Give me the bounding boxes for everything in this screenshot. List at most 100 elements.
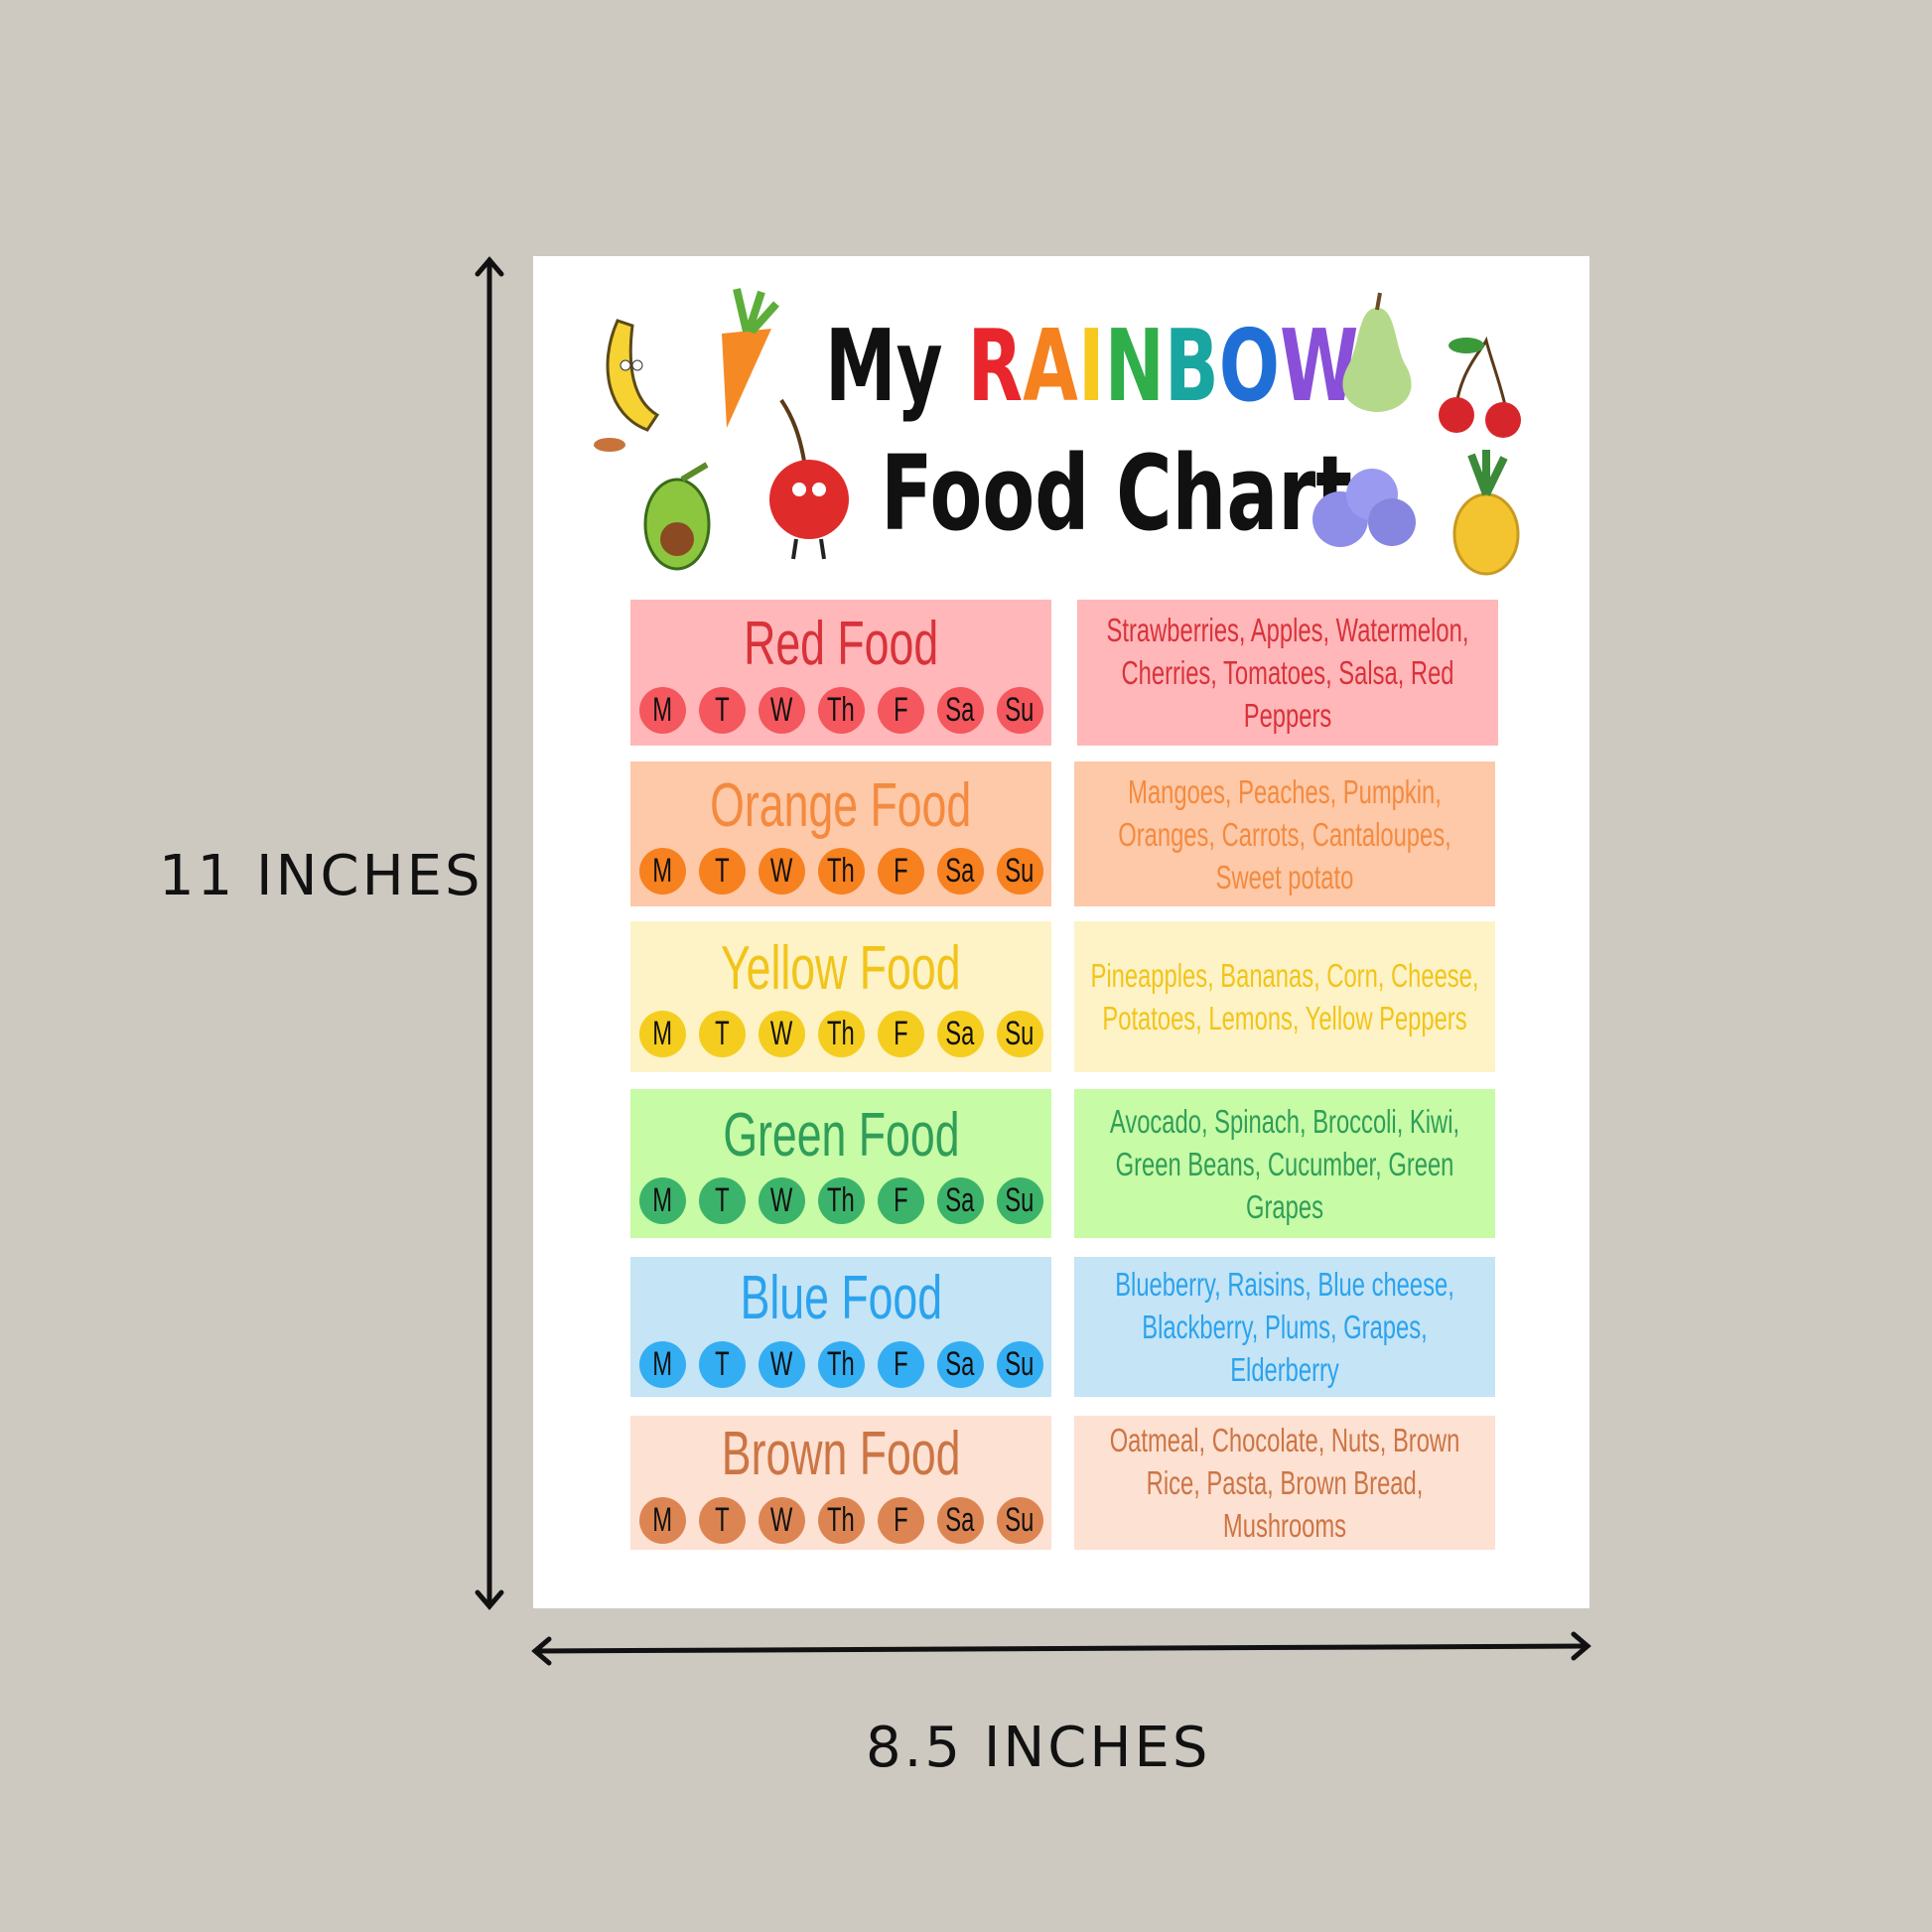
day-circle-m[interactable]: M <box>638 1340 686 1388</box>
food-examples-box: Pineapples, Bananas, Corn, Cheese, Potat… <box>1074 921 1495 1072</box>
day-label: Th <box>827 852 855 891</box>
day-circle-sa[interactable]: Sa <box>936 1496 984 1544</box>
day-label: T <box>714 1015 730 1053</box>
day-circle-sa[interactable]: Sa <box>936 1177 984 1225</box>
day-label: Sa <box>945 1181 975 1220</box>
day-circle-t[interactable]: T <box>698 1177 746 1225</box>
day-circle-f[interactable]: F <box>877 1496 924 1544</box>
color-tracker-green-food: Green Food M T W Th F Sa Su <box>630 1089 1051 1238</box>
day-circle-su[interactable]: Su <box>996 1177 1043 1225</box>
color-tracker-blue-food: Blue Food M T W Th F Sa Su <box>630 1257 1051 1397</box>
day-label: F <box>893 1181 908 1220</box>
food-examples-text: Pineapples, Bananas, Corn, Cheese, Potat… <box>1090 957 1479 1036</box>
day-label: M <box>652 1500 672 1539</box>
carrot-icon <box>722 288 779 428</box>
day-circle-th[interactable]: Th <box>817 1177 865 1225</box>
day-circle-th[interactable]: Th <box>817 686 865 734</box>
day-label: F <box>893 852 908 891</box>
day-label: Sa <box>945 690 975 729</box>
title-my: My <box>825 308 943 424</box>
day-circle-w[interactable]: W <box>758 1011 805 1058</box>
blueberries-icon <box>1312 469 1416 547</box>
day-circle-sa[interactable]: Sa <box>936 686 984 734</box>
day-label: M <box>652 1015 672 1053</box>
day-circle-th[interactable]: Th <box>817 1340 865 1388</box>
day-circle-w[interactable]: W <box>758 1496 805 1544</box>
food-examples-text: Blueberry, Raisins, Blue cheese, Blackbe… <box>1115 1266 1454 1388</box>
day-circle-t[interactable]: T <box>698 686 746 734</box>
day-circle-t[interactable]: T <box>698 1340 746 1388</box>
day-circle-sa[interactable]: Sa <box>936 848 984 896</box>
cherries-icon <box>1439 336 1521 438</box>
rainbow-letter: B <box>1164 308 1219 424</box>
day-circle-sa[interactable]: Sa <box>936 1011 984 1058</box>
day-circle-su[interactable]: Su <box>996 848 1043 896</box>
width-label: 8.5 INCHES <box>866 1716 1211 1780</box>
day-circle-m[interactable]: M <box>638 848 686 896</box>
day-circle-t[interactable]: T <box>698 1496 746 1544</box>
day-circle-f[interactable]: F <box>877 1177 924 1225</box>
rainbow-letter: R <box>967 308 1024 424</box>
day-circle-m[interactable]: M <box>638 1496 686 1544</box>
day-label: Su <box>1005 1181 1035 1220</box>
day-circle-w[interactable]: W <box>758 686 805 734</box>
day-circle-f[interactable]: F <box>877 686 924 734</box>
day-label: Su <box>1005 1500 1035 1539</box>
day-circle-f[interactable]: F <box>877 1340 924 1388</box>
day-circle-m[interactable]: M <box>638 1177 686 1225</box>
day-label: T <box>714 1181 730 1220</box>
pear-icon <box>1342 292 1412 412</box>
day-circle-su[interactable]: Su <box>996 686 1043 734</box>
day-label: M <box>652 690 672 729</box>
day-label: M <box>652 1181 672 1220</box>
day-circles: M T W Th F Sa Su <box>638 686 1043 734</box>
day-circles: M T W Th F Sa Su <box>638 1340 1043 1388</box>
day-label: Th <box>827 1500 855 1539</box>
banana-icon <box>594 319 660 452</box>
day-label: Sa <box>945 1015 975 1053</box>
day-circle-f[interactable]: F <box>877 1011 924 1058</box>
day-circle-sa[interactable]: Sa <box>936 1340 984 1388</box>
day-circle-f[interactable]: F <box>877 848 924 896</box>
color-tracker-brown-food: Brown Food M T W Th F Sa Su <box>630 1416 1051 1550</box>
day-circle-su[interactable]: Su <box>996 1011 1043 1058</box>
color-tracker-yellow-food: Yellow Food M T W Th F Sa Su <box>630 921 1051 1072</box>
food-examples-box: Avocado, Spinach, Broccoli, Kiwi, Green … <box>1074 1089 1495 1238</box>
food-examples-box: Oatmeal, Chocolate, Nuts, Brown Rice, Pa… <box>1074 1416 1495 1550</box>
day-label: Sa <box>945 852 975 891</box>
day-label: W <box>769 690 793 729</box>
day-label: Su <box>1005 852 1035 891</box>
day-circle-m[interactable]: M <box>638 686 686 734</box>
day-circle-t[interactable]: T <box>698 1011 746 1058</box>
rainbow-letter: W <box>1280 308 1359 424</box>
day-circle-m[interactable]: M <box>638 1011 686 1058</box>
day-label: F <box>893 1015 908 1053</box>
cherry-character-icon <box>769 398 849 560</box>
food-chart-page: My RAINBOW Food Chart Red Food M T W Th F Sa Su… <box>533 256 1589 1608</box>
day-circle-su[interactable]: Su <box>996 1496 1043 1544</box>
day-label: Th <box>827 1344 855 1383</box>
day-circle-w[interactable]: W <box>758 848 805 896</box>
title-line2: Food Chart <box>881 433 1353 554</box>
day-label: M <box>652 852 672 891</box>
row-heading: Yellow Food <box>721 933 961 1003</box>
day-circle-t[interactable]: T <box>698 848 746 896</box>
row-heading: Green Food <box>722 1100 960 1170</box>
rainbow-letter: I <box>1077 308 1105 424</box>
day-label: F <box>893 690 908 729</box>
day-circle-th[interactable]: Th <box>817 1011 865 1058</box>
day-label: Sa <box>945 1500 975 1539</box>
day-circle-w[interactable]: W <box>758 1340 805 1388</box>
day-circle-w[interactable]: W <box>758 1177 805 1225</box>
day-circle-su[interactable]: Su <box>996 1340 1043 1388</box>
day-circle-th[interactable]: Th <box>817 1496 865 1544</box>
day-circles: M T W Th F Sa Su <box>638 848 1043 896</box>
day-label: T <box>714 690 730 729</box>
day-label: Su <box>1005 1344 1035 1383</box>
day-label: Th <box>827 690 855 729</box>
day-circles: M T W Th F Sa Su <box>638 1011 1043 1058</box>
day-circle-th[interactable]: Th <box>817 848 865 896</box>
day-label: W <box>769 852 793 891</box>
day-circles: M T W Th F Sa Su <box>638 1496 1043 1544</box>
